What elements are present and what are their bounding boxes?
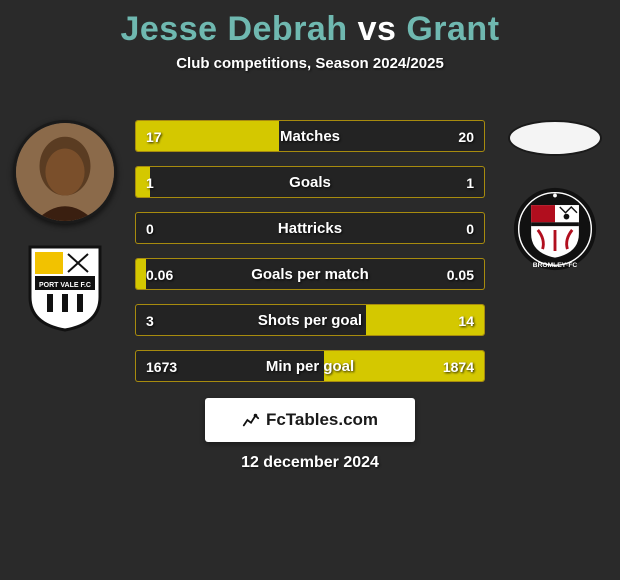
footer-date: 12 december 2024 <box>0 454 620 472</box>
stat-row: 0.060.05Goals per match <box>135 258 485 290</box>
stat-row: 1720Matches <box>135 120 485 152</box>
svg-text:BROMLEY·FC: BROMLEY·FC <box>533 262 578 269</box>
svg-text:PORT VALE F.C: PORT VALE F.C <box>39 282 91 289</box>
stat-label: Shots per goal <box>136 305 484 335</box>
player2-avatar-placeholder <box>508 120 602 156</box>
title-vs: vs <box>358 10 397 48</box>
page-title: Jesse Debrah vs Grant <box>0 0 620 49</box>
subtitle: Club competitions, Season 2024/2025 <box>0 55 620 72</box>
port-vale-crest-icon: PORT VALE F.C <box>25 242 105 332</box>
stat-label: Hattricks <box>136 213 484 243</box>
stat-label: Goals <box>136 167 484 197</box>
stat-label: Matches <box>136 121 484 151</box>
stat-row: 314Shots per goal <box>135 304 485 336</box>
fctables-logo-icon <box>242 411 260 429</box>
stat-label: Min per goal <box>136 351 484 381</box>
stat-label: Goals per match <box>136 259 484 289</box>
stats-container: 1720Matches 11Goals 00Hattricks 0.060.05Goa… <box>135 120 485 382</box>
footer-brand-tag: FcTables.com <box>205 398 415 442</box>
footer-brand-text: FcTables.com <box>266 410 378 430</box>
title-player1: Jesse Debrah <box>120 10 347 48</box>
player1-avatar <box>13 120 117 224</box>
player1-club-badge: PORT VALE F.C <box>22 244 108 330</box>
stat-row: 00Hattricks <box>135 212 485 244</box>
player2-club-badge: BROMLEY·FC <box>512 186 598 272</box>
stat-row: 16731874Min per goal <box>135 350 485 382</box>
title-player2: Grant <box>406 10 499 48</box>
player1-face-icon <box>16 120 114 224</box>
bromley-crest-icon: BROMLEY·FC <box>512 186 598 272</box>
stat-row: 11Goals <box>135 166 485 198</box>
right-player-column: BROMLEY·FC <box>500 120 610 272</box>
left-player-column: PORT VALE F.C <box>10 120 120 330</box>
